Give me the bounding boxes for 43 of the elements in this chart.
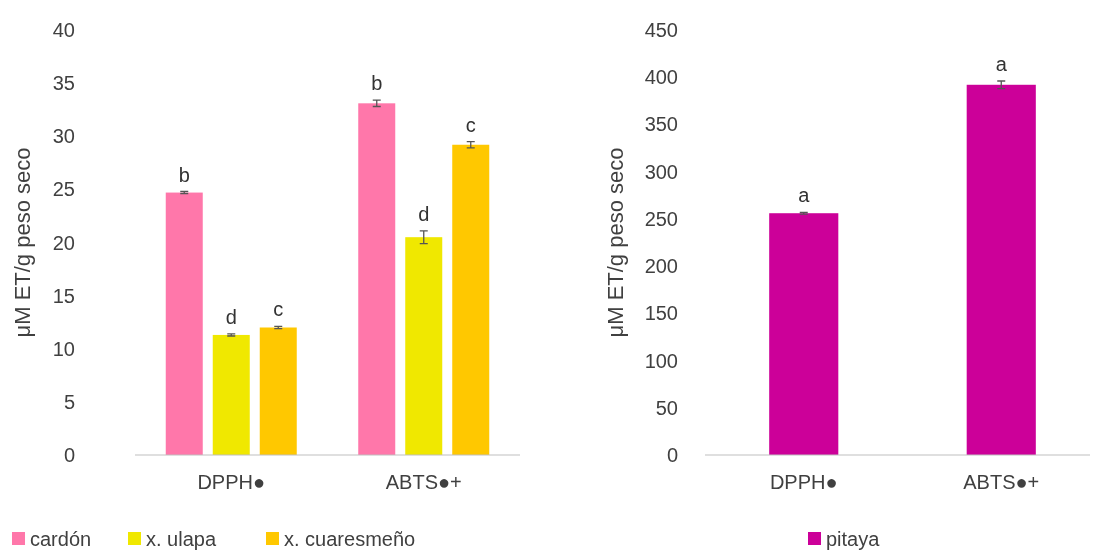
x-tick-label: ABTS●+ <box>963 471 1040 493</box>
y-tick-label: 300 <box>644 160 678 183</box>
bar <box>405 237 443 455</box>
y-tick-label: 35 <box>52 72 75 95</box>
bar <box>358 103 396 455</box>
y-tick-label: 150 <box>644 302 678 325</box>
y-tick-label: 0 <box>666 444 678 466</box>
legend-label: cardón <box>30 528 92 550</box>
y-tick-label: 250 <box>644 207 678 230</box>
data-label: a <box>995 53 1008 75</box>
x-tick-label: DPPH● <box>197 471 266 493</box>
y-tick-label: 30 <box>52 125 75 148</box>
y-tick-label: 100 <box>644 349 678 372</box>
legend-label: x. cuaresmeño <box>284 528 416 550</box>
y-tick-label: 400 <box>644 66 678 89</box>
data-label: b <box>371 72 383 95</box>
y-tick-label: 15 <box>52 284 75 307</box>
y-tick-label: 0 <box>63 444 75 466</box>
y-tick-label: 50 <box>655 396 678 419</box>
y-tick-label: 25 <box>52 178 75 201</box>
bar <box>452 144 490 455</box>
y-axis-title: μM ET/g peso seco <box>9 147 35 338</box>
data-label: d <box>418 202 430 225</box>
data-label: b <box>178 163 190 186</box>
y-tick-label: 40 <box>52 19 75 41</box>
y-tick-label: 5 <box>63 390 75 413</box>
bar <box>165 192 203 455</box>
y-tick-label: 450 <box>644 19 678 41</box>
data-label: c <box>465 113 476 136</box>
legend-label: pitaya <box>826 528 881 550</box>
bar <box>259 327 297 455</box>
data-label: a <box>798 184 811 207</box>
data-label: c <box>273 298 284 321</box>
x-tick-label: DPPH● <box>769 471 838 493</box>
legend-label: x. ulapa <box>146 528 217 550</box>
x-tick-label: ABTS●+ <box>385 471 462 493</box>
data-label: d <box>225 305 237 328</box>
y-tick-label: 10 <box>52 337 75 360</box>
y-tick-label: 200 <box>644 255 678 278</box>
bar <box>212 334 250 455</box>
y-tick-label: 350 <box>644 113 678 136</box>
y-tick-label: 20 <box>52 231 75 254</box>
y-axis-title: μM ET/g peso seco <box>602 147 628 338</box>
